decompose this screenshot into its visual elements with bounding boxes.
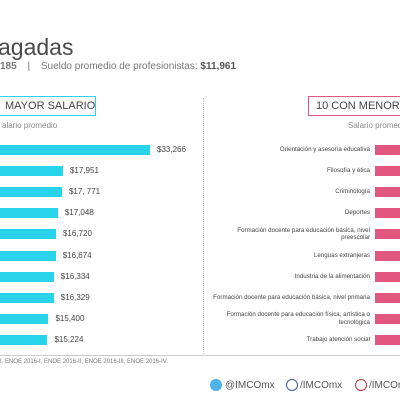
- value-label: $17,048: [64, 208, 94, 218]
- bar-stub: [375, 271, 400, 282]
- divider: [203, 98, 204, 354]
- bar-stub: [375, 208, 400, 219]
- right-title-box: [308, 96, 400, 116]
- value-label: $16,329: [60, 292, 90, 302]
- category-label: Formación docente para educación básica,…: [237, 226, 370, 242]
- left-title: MAYOR SALARIO: [5, 100, 96, 112]
- category-label: Industria de la alimentación: [294, 272, 370, 280]
- value-label: $33,266: [157, 145, 186, 154]
- bar: [0, 313, 49, 324]
- bar-stub: [375, 250, 400, 261]
- left-subtitle: alario promedio: [2, 121, 58, 130]
- bar-stub: [375, 145, 400, 155]
- category-label: Filosofía y ética: [327, 167, 370, 175]
- title: agadas: [0, 34, 74, 60]
- category-label: Orientación y asesoría educativa: [279, 146, 370, 153]
- facebook-handle[interactable]: /IMCOmx: [300, 380, 343, 391]
- bar-stub: [375, 229, 400, 240]
- bar-stub: [375, 187, 400, 198]
- value-label: $16,674: [62, 250, 92, 260]
- bar: [0, 271, 54, 282]
- subtitle-text: Sueldo promedio de profesionistas:: [40, 61, 198, 72]
- value-label: $15,400: [55, 313, 85, 323]
- right-subtitle: Salario promedio: [348, 121, 400, 130]
- subtitle-count: 185: [0, 61, 17, 72]
- value-label: $16,334: [60, 271, 90, 281]
- category-label: Deportes: [344, 209, 370, 217]
- separator: |: [27, 61, 31, 72]
- bar: [0, 166, 63, 177]
- twitter-handle[interactable]: @IMCOmx: [225, 380, 275, 391]
- bar: [0, 292, 54, 303]
- bar-stub: [375, 334, 400, 345]
- value-label: $15,224: [54, 334, 84, 344]
- bar: [0, 145, 150, 155]
- bar: [0, 250, 56, 261]
- bar: [0, 334, 48, 345]
- bar: [0, 187, 62, 198]
- category-label: Formación docente para educación básica,…: [213, 293, 370, 301]
- footer-line: [0, 355, 400, 356]
- twitter-icon: [210, 379, 222, 391]
- subtitle: 185 | Sueldo promedio de profesionistas:…: [0, 61, 236, 72]
- subtitle-value: $11,961: [200, 61, 237, 72]
- source: I. ENOE 2016-I, ENOE 2016-II, ENOE 2016-…: [0, 359, 168, 365]
- category-label: Lenguas extranjeras: [313, 251, 370, 259]
- value-label: $17,951: [69, 166, 99, 176]
- youtube-icon: [355, 379, 367, 391]
- right-title: 10 CON MENOR S: [316, 100, 400, 112]
- value-label: $17, 771: [68, 187, 101, 197]
- bar-stub: [375, 292, 400, 303]
- bar-stub: [375, 166, 400, 177]
- category-label: Formación docente para educación física,…: [226, 311, 370, 326]
- bar-stub: [375, 313, 400, 324]
- category-label: Trabajo atención social: [306, 335, 370, 343]
- facebook-icon: [286, 379, 298, 391]
- bar: [0, 229, 56, 240]
- left-title-box: [0, 96, 96, 116]
- category-label: Criminología: [335, 188, 370, 196]
- value-label: $16,720: [62, 229, 92, 239]
- bar: [0, 208, 58, 219]
- youtube-handle[interactable]: /IMCOm: [369, 380, 400, 391]
